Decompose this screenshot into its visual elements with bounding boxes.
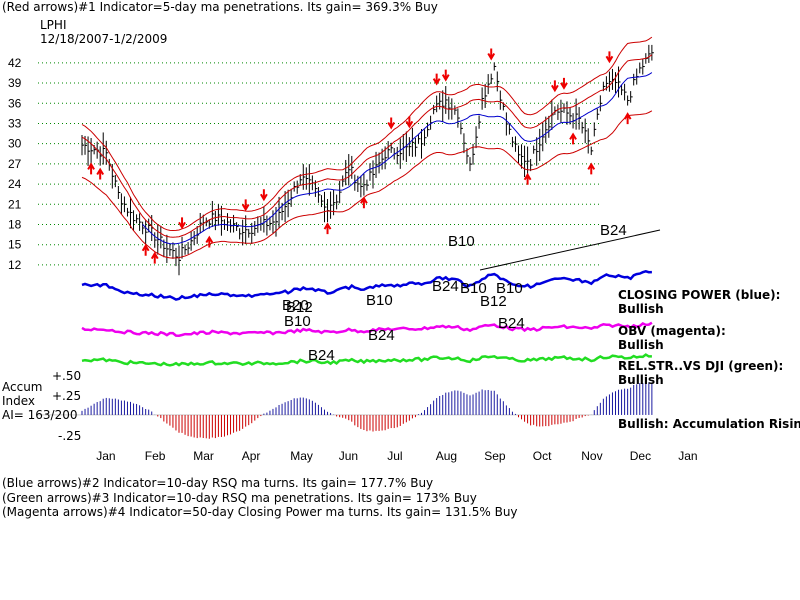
buy-arrow [141, 243, 150, 256]
accum-status: Bullish: Accumulation Rising. [618, 417, 800, 431]
buy-arrow [623, 112, 632, 125]
date-range-label: 12/18/2007-1/2/2009 [40, 32, 168, 46]
mid-upper-band-line [81, 54, 653, 238]
month-label: May [290, 449, 313, 463]
accum-title-2: Index [2, 394, 36, 408]
signal-annotation: B10 [448, 233, 475, 250]
buy-arrow [323, 222, 332, 235]
signal-annotation: B24 [432, 278, 459, 295]
y-tick-label: 30 [8, 137, 22, 151]
accum-title-1: Accum [2, 380, 43, 394]
accum-ai: AI= 163/200 [2, 408, 78, 422]
rel-strength-value: Bullish [618, 373, 664, 387]
signal-annotation: B10 [496, 280, 523, 297]
sell-arrow [441, 69, 450, 82]
signal-annotation: B12 [480, 293, 507, 310]
obv-value: Bullish [618, 338, 664, 352]
closing-power-title: CLOSING POWER (blue): [618, 288, 781, 302]
month-label: Jan [678, 449, 697, 463]
buy-arrow [523, 172, 532, 185]
month-label: Feb [145, 449, 166, 463]
y-tick-label: 42 [8, 56, 22, 70]
month-label: Aug [436, 449, 457, 463]
buy-arrow [205, 235, 214, 248]
month-label: Nov [581, 449, 602, 463]
price-bars [81, 44, 654, 276]
footer-indicator-4: (Magenta arrows)#4 Indicator=50-day Clos… [2, 505, 518, 519]
sell-arrow [178, 217, 186, 230]
y-tick-label: 18 [8, 217, 22, 231]
accum-tick-p25: +.25 [52, 389, 82, 403]
sell-arrow [605, 51, 614, 64]
buy-arrow [569, 132, 577, 145]
y-tick-label: 36 [8, 96, 22, 110]
closing-power-line [81, 269, 652, 301]
y-tick-label: 39 [8, 76, 22, 90]
signal-annotation: B24 [498, 315, 525, 332]
buy-arrow [360, 196, 368, 209]
ticker-label: LPHI [40, 18, 67, 32]
month-label: Dec [630, 449, 651, 463]
upper-band-line [81, 36, 653, 232]
signal-annotation: B10 [366, 292, 393, 309]
footer-indicator-2: (Blue arrows)#2 Indicator=10-day RSQ ma … [2, 476, 434, 490]
lower-band-line [81, 110, 653, 259]
signal-annotation: B10 [460, 280, 487, 297]
month-label: Sep [484, 449, 506, 463]
sell-arrow [432, 73, 441, 86]
buy-arrow [96, 167, 105, 180]
sell-arrow [487, 48, 496, 61]
moving-average-line [142, 72, 653, 245]
trend-line [479, 229, 661, 271]
signal-annotation: B12 [286, 299, 313, 316]
obv-title: OBV (magenta): [618, 324, 726, 338]
buy-arrow [587, 162, 596, 175]
buy-arrow [87, 162, 95, 175]
y-tick-label: 15 [8, 238, 22, 252]
month-label: Mar [193, 449, 214, 463]
header-indicator-1: (Red arrows)#1 Indicator=5-day ma penetr… [2, 0, 438, 14]
y-tick-label: 33 [8, 116, 22, 130]
y-tick-label: 21 [8, 197, 22, 211]
y-tick-label: 27 [8, 157, 22, 171]
month-label: Jan [96, 449, 115, 463]
month-label: Jul [387, 449, 402, 463]
signal-annotation: B10 [284, 313, 311, 330]
month-label: Jun [339, 449, 358, 463]
obv-line [81, 321, 653, 337]
buy-arrow [150, 251, 159, 264]
signal-annotation: B24 [308, 347, 335, 364]
sell-arrow [260, 189, 268, 202]
sell-arrow [405, 116, 414, 129]
rel-strength-line [81, 353, 652, 367]
rel-strength-title: REL.STR..VS DJI (green): [618, 359, 784, 373]
sell-arrow [560, 77, 568, 90]
closing-power-value: Bullish [618, 302, 664, 316]
footer-indicator-3: (Green arrows)#3 Indicator=10-day RSQ ma… [2, 491, 477, 505]
month-label: Oct [533, 449, 552, 463]
signal-annotation: B24 [600, 222, 627, 239]
signal-arrows [87, 48, 632, 264]
y-tick-label: 12 [8, 258, 22, 272]
y-tick-label: 24 [8, 177, 22, 191]
accum-tick-p50: +.50 [52, 369, 82, 383]
signal-annotation: B20 [282, 297, 309, 314]
month-label: Apr [242, 449, 261, 463]
sell-arrow [387, 117, 396, 130]
sell-arrow [551, 80, 559, 93]
signal-annotation: B24 [368, 327, 395, 344]
sell-arrow [241, 199, 250, 212]
accum-histogram [81, 382, 653, 439]
accum-tick-m25: -.25 [58, 429, 82, 443]
